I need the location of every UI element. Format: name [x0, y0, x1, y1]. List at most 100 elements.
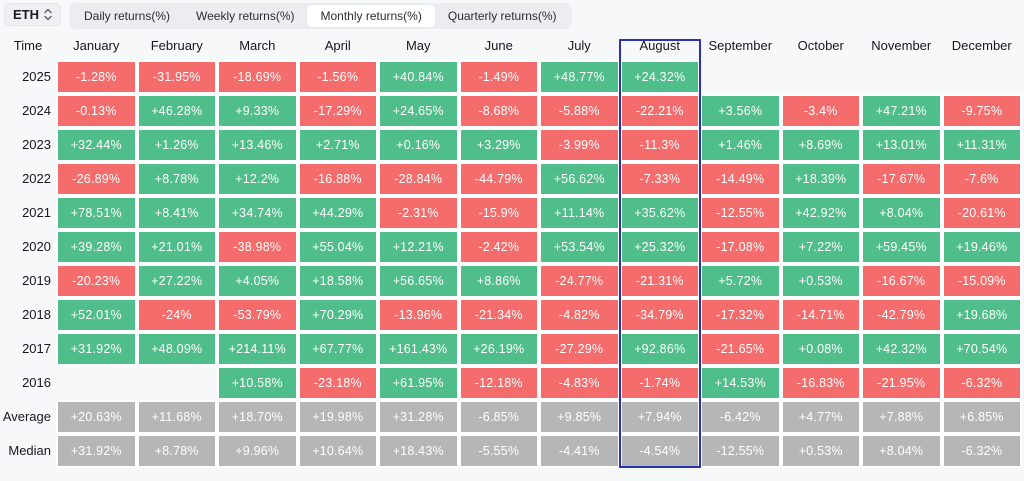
cell-2016-may: +61.95%: [378, 366, 459, 400]
month-header-january: January: [73, 37, 120, 53]
cell-2022-october: +18.39%: [780, 162, 861, 196]
cell-2023-november: +13.01%: [861, 128, 942, 162]
cell-median-june: -5.55%: [458, 434, 539, 468]
row-label-2021: 2021: [22, 205, 51, 220]
month-header-april: April: [324, 37, 351, 53]
cell-median-september: -12.55%: [700, 434, 781, 468]
row-label-2016: 2016: [22, 375, 51, 390]
cell-2020-march: -38.98%: [217, 230, 298, 264]
cell-2025-june: -1.49%: [458, 60, 539, 94]
symbol-label: ETH: [13, 7, 39, 22]
cell-2019-december: -15.09%: [941, 264, 1022, 298]
cell-2022-september: -14.49%: [700, 162, 781, 196]
cell-2023-june: +3.29%: [458, 128, 539, 162]
cell-empty: [861, 60, 942, 94]
cell-2022-january: -26.89%: [56, 162, 137, 196]
cell-2024-september: +3.56%: [700, 94, 781, 128]
cell-2020-july: +53.54%: [539, 230, 620, 264]
cell-2017-february: +48.09%: [136, 332, 217, 366]
cell-average-may: +31.28%: [378, 400, 459, 434]
cell-2017-may: +161.43%: [378, 332, 459, 366]
returns-period-tabs: Daily returns(%) Weekly returns(%) Month…: [69, 3, 572, 29]
cell-2021-december: -20.61%: [941, 196, 1022, 230]
cell-2021-november: +8.04%: [861, 196, 942, 230]
cell-2019-august: -21.31%: [619, 264, 700, 298]
month-header-june: June: [484, 37, 513, 53]
cell-2019-june: +8.86%: [458, 264, 539, 298]
tab-quarterly-returns[interactable]: Quarterly returns(%): [447, 9, 557, 23]
cell-2018-may: -13.96%: [378, 298, 459, 332]
cell-2018-december: +19.68%: [941, 298, 1022, 332]
tab-monthly-returns[interactable]: Monthly returns(%): [307, 5, 435, 27]
cell-2024-february: +46.28%: [136, 94, 217, 128]
cell-empty: [137, 366, 218, 400]
cell-2025-january: -1.28%: [56, 60, 137, 94]
tab-daily-returns[interactable]: Daily returns(%): [84, 9, 171, 23]
cell-2023-october: +8.69%: [780, 128, 861, 162]
cell-2016-march: +10.58%: [217, 366, 298, 400]
time-column-header: Time: [13, 37, 43, 53]
cell-2016-june: -12.18%: [458, 366, 539, 400]
symbol-select[interactable]: ETH: [4, 3, 61, 26]
month-header-february: February: [150, 37, 203, 53]
cell-2024-august: -22.21%: [619, 94, 700, 128]
cell-average-november: +7.88%: [861, 400, 942, 434]
cell-2020-december: +19.46%: [941, 230, 1022, 264]
cell-2017-december: +70.54%: [941, 332, 1022, 366]
cell-2024-april: -17.29%: [297, 94, 378, 128]
month-header-september: September: [708, 37, 773, 53]
cell-empty: [781, 60, 862, 94]
cell-2019-march: +4.05%: [217, 264, 298, 298]
cell-median-january: +31.92%: [56, 434, 137, 468]
cell-2017-august: +92.86%: [619, 332, 700, 366]
cell-2024-october: -3.4%: [780, 94, 861, 128]
cell-2023-march: +13.46%: [217, 128, 298, 162]
row-label-2017: 2017: [22, 341, 51, 356]
cell-median-march: +9.96%: [217, 434, 298, 468]
row-label-2020: 2020: [22, 239, 51, 254]
tab-weekly-returns[interactable]: Weekly returns(%): [196, 9, 295, 23]
cell-2017-october: +0.08%: [780, 332, 861, 366]
cell-2022-february: +8.78%: [136, 162, 217, 196]
cell-2024-december: -9.75%: [941, 94, 1022, 128]
cell-2023-february: +1.26%: [136, 128, 217, 162]
cell-average-april: +19.98%: [297, 400, 378, 434]
month-header-august: August: [639, 37, 680, 53]
cell-2023-august: -11.3%: [619, 128, 700, 162]
cell-2019-april: +18.58%: [297, 264, 378, 298]
cell-2025-march: -18.69%: [217, 60, 298, 94]
cell-2025-august: +24.32%: [619, 60, 700, 94]
cell-2022-november: -17.67%: [861, 162, 942, 196]
cell-2023-september: +1.46%: [700, 128, 781, 162]
heatmap-grid: 2025 -1.28% -31.95% -18.69% -1.56% +40.84% -1.…: [0, 60, 1024, 468]
cell-2021-april: +44.29%: [297, 196, 378, 230]
cell-2024-january: -0.13%: [56, 94, 137, 128]
month-header-march: March: [239, 37, 276, 53]
cell-2021-august: +35.62%: [619, 196, 700, 230]
cell-2023-january: +32.44%: [56, 128, 137, 162]
cell-2020-april: +55.04%: [297, 230, 378, 264]
cell-2021-june: -15.9%: [458, 196, 539, 230]
cell-2018-october: -14.71%: [780, 298, 861, 332]
row-label-2018: 2018: [22, 307, 51, 322]
cell-2025-april: -1.56%: [297, 60, 378, 94]
cell-2023-december: +11.31%: [941, 128, 1022, 162]
cell-2018-march: -53.79%: [217, 298, 298, 332]
updown-chevron-icon: [44, 8, 52, 21]
cell-2021-october: +42.92%: [780, 196, 861, 230]
cell-2018-september: -17.32%: [700, 298, 781, 332]
cell-2019-february: +27.22%: [136, 264, 217, 298]
cell-2024-march: +9.33%: [217, 94, 298, 128]
cell-2018-july: -4.82%: [539, 298, 620, 332]
cell-2020-june: -2.42%: [458, 230, 539, 264]
cell-median-december: -6.32%: [941, 434, 1022, 468]
month-header-october: October: [797, 37, 844, 53]
cell-2018-april: +70.29%: [297, 298, 378, 332]
cell-2024-june: -8.68%: [458, 94, 539, 128]
cell-2017-january: +31.92%: [56, 332, 137, 366]
row-label-2024: 2024: [22, 103, 51, 118]
cell-2024-may: +24.65%: [378, 94, 459, 128]
cell-2018-august: -34.79%: [619, 298, 700, 332]
cell-average-august: +7.94%: [619, 400, 700, 434]
row-label-2019: 2019: [22, 273, 51, 288]
